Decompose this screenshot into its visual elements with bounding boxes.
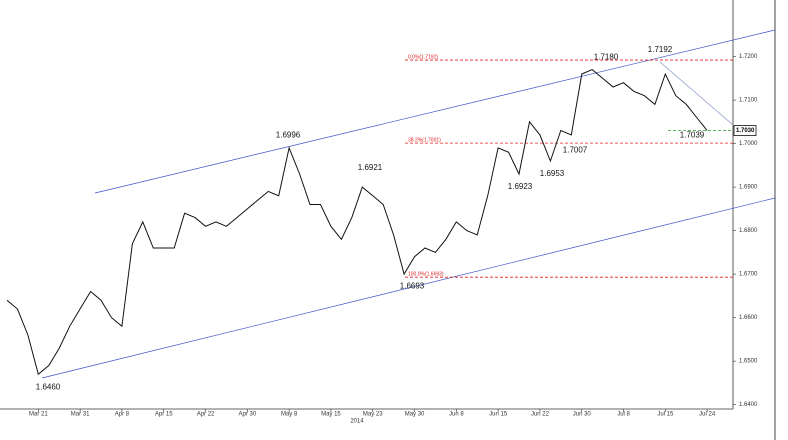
y-tick-label: 1.6900	[739, 185, 758, 191]
x-tick-label: Mar 21	[29, 412, 48, 418]
price-annotation: 1.6996	[276, 130, 301, 139]
channel-upper	[94, 29, 776, 194]
y-tick-label: 1.6500	[739, 359, 758, 365]
x-tick-label: Mar 31	[71, 412, 90, 418]
y-tick-label: 1.6800	[739, 228, 758, 234]
x-tick-label: Jun 30	[573, 412, 592, 418]
fib-label: 0.0%(1.7192)	[408, 54, 438, 60]
x-tick-label: Jul 8	[617, 412, 630, 418]
x-tick-label: May 30	[405, 412, 425, 418]
x-tick-label: Apr 15	[155, 412, 173, 418]
price-annotation: 1.7007	[563, 146, 588, 155]
price-annotation: 1.7180	[594, 52, 619, 61]
x-tick-label: Jun 15	[489, 412, 508, 418]
price-annotation: 1.6923	[508, 182, 533, 191]
x-tick-label: Jul 15	[657, 412, 674, 418]
x-axis-year: 2014	[350, 419, 364, 425]
price-annotation: 1.6921	[358, 163, 383, 172]
x-tick-label: May 15	[321, 412, 341, 418]
y-tick-label: 1.7200	[739, 54, 758, 60]
trendline	[659, 61, 734, 126]
fib-label: 38.2%(1.7001)	[408, 137, 441, 143]
y-tick-label: 1.6600	[739, 315, 758, 321]
channel-lower	[41, 197, 776, 379]
last-price-box	[733, 125, 757, 136]
x-tick-label: Jul 24	[699, 412, 716, 418]
x-tick-label: Apr 22	[197, 412, 215, 418]
price-annotation: 1.6693	[400, 281, 425, 290]
price-annotation: 1.7192	[648, 45, 673, 54]
y-tick-label: 1.6700	[739, 272, 758, 278]
y-tick-label: 1.7000	[739, 141, 758, 147]
y-tick-label: 1.7100	[739, 98, 758, 104]
x-tick-label: Jun 22	[531, 412, 550, 418]
fib-label: 100.0%(1.6693)	[408, 271, 444, 277]
x-tick-label: Jun 8	[449, 412, 464, 418]
x-tick-label: May 8	[281, 412, 298, 418]
y-tick-label: 1.6400	[739, 402, 758, 408]
x-tick-label: Apr 30	[239, 412, 257, 418]
price-line	[6, 69, 708, 376]
last-price-label: 1.7030	[736, 128, 755, 134]
price-annotation: 1.6460	[36, 383, 61, 392]
price-annotation: 1.6953	[540, 169, 565, 178]
x-tick-label: May 23	[363, 412, 383, 418]
price-annotation: 1.7039	[680, 131, 705, 140]
x-tick-label: Apr 8	[115, 412, 130, 418]
